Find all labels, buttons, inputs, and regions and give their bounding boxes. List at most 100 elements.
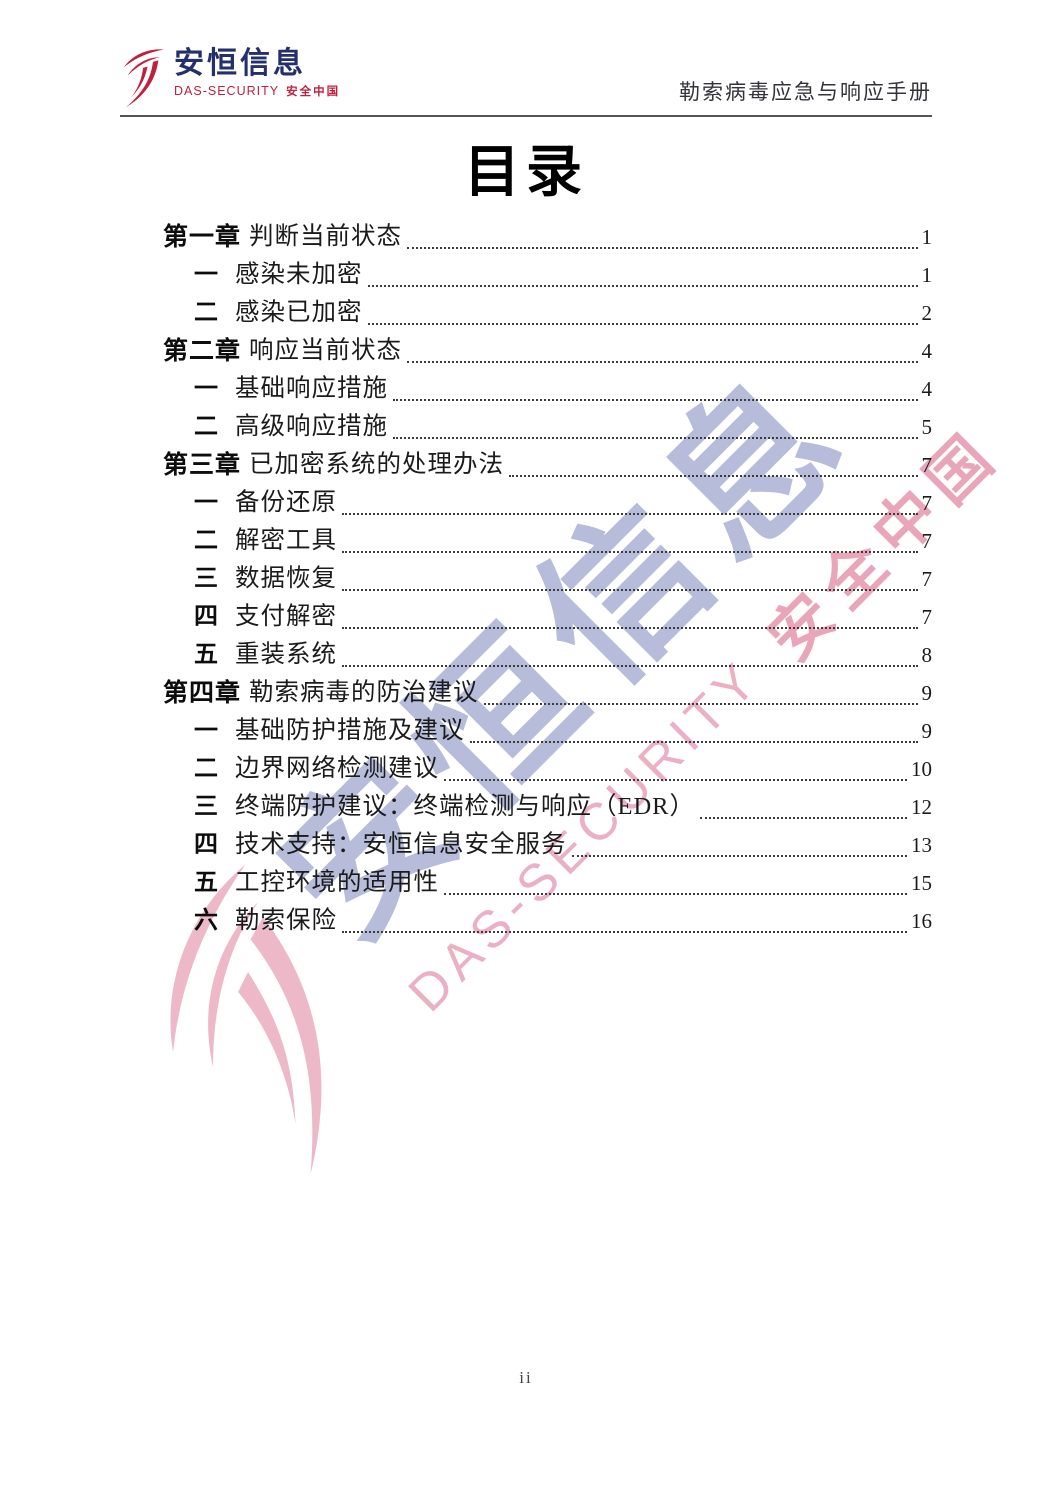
toc-entry[interactable]: 一 基础响应措施 4 <box>120 370 932 408</box>
toc-entry-number: 六 <box>194 906 218 934</box>
toc-entry-page: 5 <box>921 414 933 439</box>
toc-dot-leader <box>342 903 907 933</box>
toc-entry[interactable]: 六 勒索保险 16 <box>120 902 932 940</box>
toc-entry-title: 勒索病毒的防治建议 <box>249 678 479 706</box>
toc-entry-title: 备份还原 <box>235 488 337 516</box>
toc-entry-title: 支付解密 <box>235 602 337 630</box>
toc-entry-page: 9 <box>921 680 933 705</box>
toc-entry-page: 4 <box>921 376 933 401</box>
toc-dot-leader <box>444 751 907 781</box>
toc-entry-page: 9 <box>921 718 933 743</box>
toc-entry-title: 勒索保险 <box>235 906 337 934</box>
toc-entry-page: 7 <box>921 566 933 591</box>
toc-dot-leader <box>407 333 918 363</box>
toc-entry-page: 7 <box>921 604 933 629</box>
toc-entry-page: 15 <box>911 870 932 895</box>
toc-entry-number: 二 <box>194 526 218 554</box>
toc-entry[interactable]: 四 技术支持：安恒信息安全服务 13 <box>120 826 932 864</box>
toc-entry[interactable]: 五 重装系统 8 <box>120 636 932 674</box>
toc-entry-number: 五 <box>194 640 218 668</box>
logo-subbrand: DAS-SECURITY <box>174 83 280 98</box>
toc-entry[interactable]: 四 支付解密 7 <box>120 598 932 636</box>
toc-entry-page: 7 <box>921 452 933 477</box>
logo-subbrand-cn: 安全中国 <box>286 85 341 98</box>
toc-entry[interactable]: 三 终端防护建议：终端检测与响应（EDR） 12 <box>120 788 932 826</box>
toc-entry[interactable]: 二 解密工具 7 <box>120 522 932 560</box>
toc-dot-leader <box>393 371 918 401</box>
toc-entry[interactable]: 第四章 勒索病毒的防治建议 9 <box>120 674 932 712</box>
toc-entry-number: 二 <box>194 754 218 782</box>
toc-dot-leader <box>342 485 918 515</box>
toc-entry[interactable]: 五 工控环境的适用性 15 <box>120 864 932 902</box>
toc-entry-number: 一 <box>194 260 218 288</box>
toc-entry[interactable]: 二 边界网络检测建议 10 <box>120 750 932 788</box>
toc-dot-leader <box>342 599 918 629</box>
table-of-contents: 第一章 判断当前状态 1 一 感染未加密 1 二 感染已加密 2 第二章 响应当… <box>120 218 932 940</box>
toc-entry-page: 13 <box>911 832 932 857</box>
toc-entry-title: 已加密系统的处理办法 <box>249 450 505 478</box>
toc-entry-title: 工控环境的适用性 <box>235 868 439 896</box>
toc-entry-number: 第一章 <box>163 222 242 251</box>
toc-entry-number: 四 <box>194 602 218 630</box>
toc-entry[interactable]: 三 数据恢复 7 <box>120 560 932 598</box>
toc-dot-leader <box>509 447 918 477</box>
toc-entry-page: 7 <box>921 528 933 553</box>
page-header: 安恒信息 DAS-SECURITY 安全中国 勒索病毒应急与响应手册 <box>120 46 932 117</box>
toc-entry[interactable]: 一 基础防护措施及建议 9 <box>120 712 932 750</box>
toc-entry-number: 第二章 <box>163 336 242 365</box>
toc-entry-page: 2 <box>921 300 933 325</box>
toc-entry-title: 基础响应措施 <box>235 374 388 402</box>
toc-dot-leader <box>407 219 918 249</box>
toc-entry-title: 感染未加密 <box>235 260 363 288</box>
page-title: 目录 <box>464 140 588 203</box>
toc-entry-title: 数据恢复 <box>235 564 337 592</box>
toc-entry-page: 12 <box>911 794 932 819</box>
toc-dot-leader <box>367 295 918 325</box>
toc-entry-page: 7 <box>921 490 933 515</box>
toc-entry-title: 高级响应措施 <box>235 412 388 440</box>
toc-dot-leader <box>483 675 918 705</box>
toc-entry[interactable]: 一 感染未加密 1 <box>120 256 932 294</box>
toc-entry[interactable]: 第二章 响应当前状态 4 <box>120 332 932 370</box>
page-number: ii <box>519 1368 533 1387</box>
company-logo: 安恒信息 DAS-SECURITY 安全中国 <box>120 48 340 108</box>
toc-entry-number: 一 <box>194 488 218 516</box>
toc-entry[interactable]: 二 高级响应措施 5 <box>120 408 932 446</box>
toc-entry-title: 响应当前状态 <box>249 336 403 364</box>
toc-entry-title: 边界网络检测建议 <box>235 754 439 782</box>
toc-dot-leader <box>342 561 918 591</box>
toc-entry-title: 判断当前状态 <box>249 222 403 250</box>
toc-entry-page: 16 <box>911 908 932 933</box>
toc-entry-title: 技术支持：安恒信息安全服务 <box>235 830 567 858</box>
toc-entry-page: 8 <box>921 642 933 667</box>
toc-entry-number: 二 <box>194 412 218 440</box>
das-logo-swoosh-icon <box>123 49 164 108</box>
toc-dot-leader <box>700 789 907 819</box>
toc-entry[interactable]: 第一章 判断当前状态 1 <box>120 218 932 256</box>
toc-entry-number: 三 <box>194 792 218 820</box>
toc-dot-leader <box>444 865 907 895</box>
toc-entry-number: 第四章 <box>163 678 242 707</box>
toc-entry-page: 1 <box>921 262 933 287</box>
toc-dot-leader <box>342 523 918 553</box>
toc-entry-number: 第三章 <box>163 450 242 479</box>
toc-entry-number: 二 <box>194 298 218 326</box>
toc-entry[interactable]: 二 感染已加密 2 <box>120 294 932 332</box>
toc-dot-leader <box>571 827 907 857</box>
toc-dot-leader <box>367 257 918 287</box>
toc-entry-page: 4 <box>921 338 933 363</box>
toc-entry-title: 感染已加密 <box>235 298 363 326</box>
toc-entry[interactable]: 第三章 已加密系统的处理办法 7 <box>120 446 932 484</box>
toc-entry-title: 基础防护措施及建议 <box>235 716 465 744</box>
toc-entry-number: 四 <box>194 830 218 858</box>
toc-entry-number: 五 <box>194 868 218 896</box>
toc-dot-leader <box>393 409 918 439</box>
toc-entry[interactable]: 一 备份还原 7 <box>120 484 932 522</box>
toc-entry-title: 终端防护建议：终端检测与响应（EDR） <box>235 792 695 820</box>
logo-brand-name: 安恒信息 <box>174 47 306 80</box>
toc-dot-leader <box>469 713 918 743</box>
toc-entry-page: 10 <box>911 756 932 781</box>
toc-entry-number: 一 <box>194 716 218 744</box>
toc-entry-title: 解密工具 <box>235 526 337 554</box>
